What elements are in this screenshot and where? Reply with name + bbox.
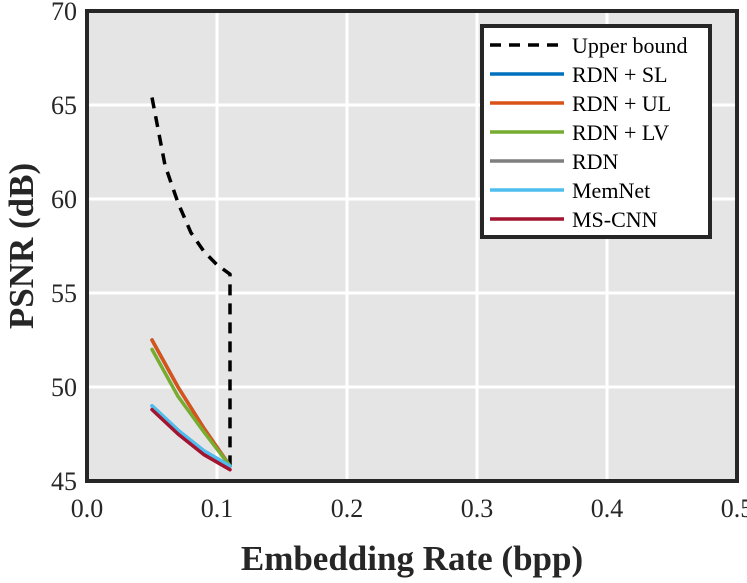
legend-label: RDN + LV: [572, 120, 669, 145]
legend-label: RDN + SL: [572, 62, 668, 87]
x-tick-labels: 0.0 0.1 0.2 0.3 0.4 0.5: [71, 494, 747, 523]
y-axis-label: PSNR (dB): [2, 163, 41, 329]
legend-label: MS-CNN: [572, 207, 658, 232]
y-tick-label: 45: [51, 467, 77, 496]
x-tick-label: 0.3: [461, 494, 494, 523]
x-tick-label: 0.4: [591, 494, 624, 523]
legend-label: RDN: [572, 149, 619, 174]
series-line: [150, 347, 232, 468]
series-line: [150, 97, 232, 466]
series-lines: [150, 97, 232, 472]
y-tick-labels: 45 50 55 60 65 70: [51, 0, 77, 496]
x-tick-label: 0.0: [71, 494, 104, 523]
y-tick-label: 70: [51, 0, 77, 26]
x-tick-label: 0.1: [201, 494, 234, 523]
x-tick-label: 0.5: [721, 494, 747, 523]
legend-label: MemNet: [572, 178, 650, 203]
legend-label: Upper bound: [572, 33, 687, 58]
legend-label: RDN + UL: [572, 91, 671, 116]
x-axis-label: Embedding Rate (bpp): [241, 539, 583, 578]
y-tick-label: 65: [51, 91, 77, 120]
series-line: [150, 404, 232, 468]
y-tick-label: 50: [51, 373, 77, 402]
plot-frame: [85, 9, 739, 483]
series-line: [150, 407, 232, 472]
x-tick-label: 0.2: [331, 494, 364, 523]
y-tick-label: 60: [51, 185, 77, 214]
legend: Upper bound RDN + SL RDN + UL RDN + LV RDN Me…: [480, 24, 712, 239]
y-tick-label: 55: [51, 279, 77, 308]
